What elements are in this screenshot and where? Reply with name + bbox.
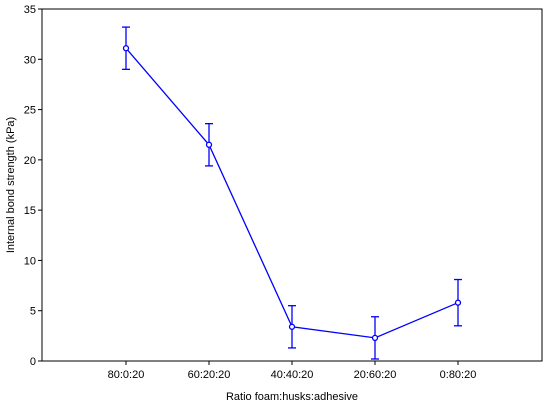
x-tick-label: 60:20:20 <box>188 369 231 381</box>
y-axis-title: Internal bond strength (kPa) <box>5 117 17 253</box>
data-series <box>122 26 462 360</box>
x-tick-label: 20:60:20 <box>354 369 397 381</box>
y-tick-label: 0 <box>30 356 36 368</box>
data-point <box>288 323 296 330</box>
data-point <box>454 299 462 306</box>
data-point <box>122 45 130 52</box>
y-axis: 0 5 10 15 20 25 30 35 <box>24 4 42 368</box>
y-tick-label: 20 <box>24 155 36 167</box>
data-point <box>371 334 379 342</box>
series-line <box>125 47 459 339</box>
y-tick-label: 25 <box>24 105 36 117</box>
x-tick-label: 0:80:20 <box>440 369 477 381</box>
y-tick-label: 35 <box>24 4 36 16</box>
x-tick-label: 80:0:20 <box>108 369 145 381</box>
y-tick-label: 10 <box>24 255 36 267</box>
y-tick-label: 30 <box>24 54 36 66</box>
y-tick-label: 15 <box>24 205 36 217</box>
x-tick-label: 40:40:20 <box>271 369 314 381</box>
x-axis: 80:0:20 60:20:20 40:40:20 20:60:20 0:80:20 <box>108 361 477 381</box>
y-tick-label: 5 <box>30 306 36 318</box>
data-point <box>205 141 213 148</box>
x-axis-title: Ratio foam:husks:adhesive <box>226 391 358 403</box>
